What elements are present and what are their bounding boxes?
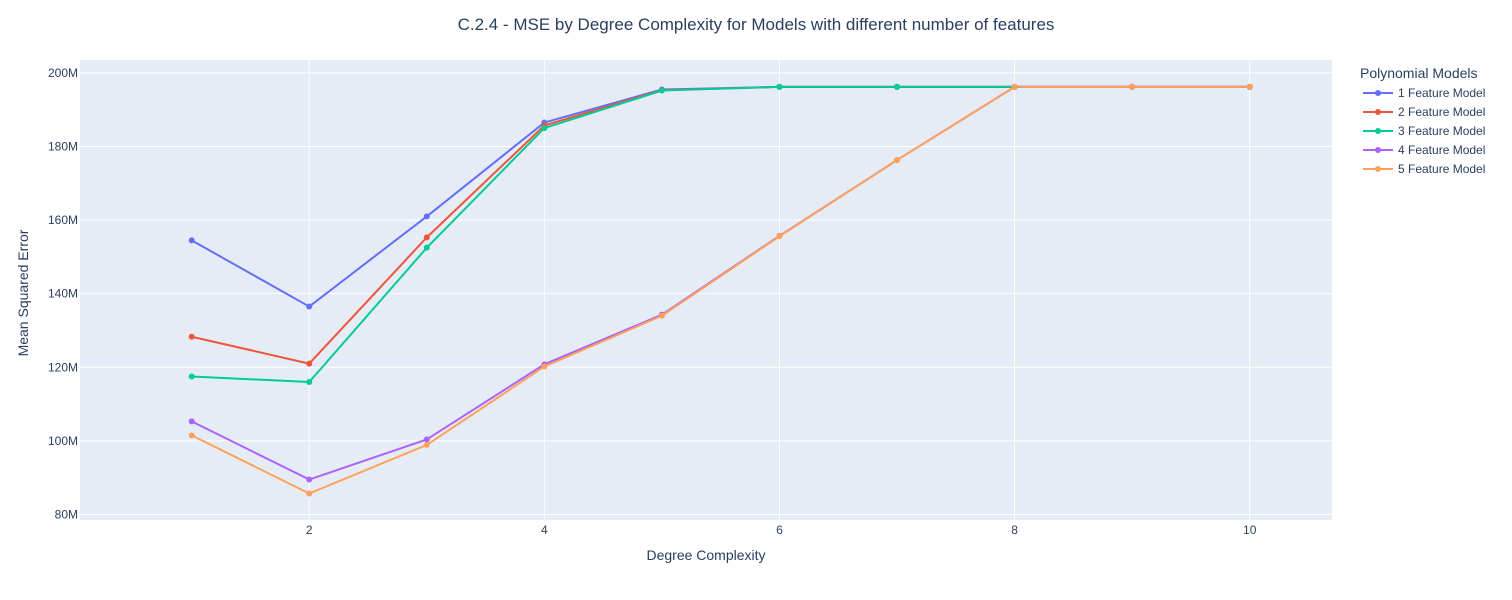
- chart-title: C.2.4 - MSE by Degree Complexity for Mod…: [458, 15, 1055, 34]
- data-point[interactable]: [1011, 83, 1018, 90]
- data-point[interactable]: [894, 157, 901, 164]
- data-point[interactable]: [306, 490, 313, 497]
- data-point[interactable]: [658, 87, 665, 94]
- data-point[interactable]: [423, 234, 430, 241]
- legend-label: 4 Feature Model: [1398, 143, 1485, 157]
- legend-item[interactable]: 3 Feature Model: [1363, 124, 1485, 138]
- legend-label: 5 Feature Model: [1398, 162, 1485, 176]
- x-tick-label: 6: [776, 523, 783, 537]
- data-point[interactable]: [188, 333, 195, 340]
- data-point[interactable]: [306, 360, 313, 367]
- data-point[interactable]: [423, 441, 430, 448]
- series-5: [188, 83, 1253, 497]
- x-tick-label: 2: [306, 523, 313, 537]
- legend-swatch-marker: [1375, 90, 1381, 96]
- data-point[interactable]: [1246, 83, 1253, 90]
- data-point[interactable]: [423, 436, 430, 443]
- grid-lines: [80, 60, 1332, 520]
- legend-swatch-marker: [1375, 166, 1381, 172]
- legend-items[interactable]: 1 Feature Model 2 Feature Model 3 Feature …: [1363, 86, 1485, 176]
- data-point[interactable]: [541, 125, 548, 132]
- series-line: [191, 85, 1250, 495]
- data-point[interactable]: [776, 83, 783, 90]
- series-layer: [188, 83, 1253, 497]
- y-tick-label: 80M: [55, 507, 78, 521]
- y-axis-title: Mean Squared Error: [15, 229, 31, 356]
- data-point[interactable]: [306, 303, 313, 310]
- data-point[interactable]: [776, 233, 783, 240]
- legend-title: Polynomial Models: [1360, 65, 1478, 81]
- data-point[interactable]: [306, 379, 313, 385]
- data-point[interactable]: [1129, 83, 1136, 90]
- legend[interactable]: Polynomial Models 1 Feature Model 2 Featu…: [1360, 65, 1485, 176]
- x-tick-label: 4: [541, 523, 548, 537]
- y-tick-label: 160M: [48, 213, 78, 227]
- data-point[interactable]: [894, 83, 901, 90]
- y-tick-label: 200M: [48, 66, 78, 80]
- legend-item[interactable]: 1 Feature Model: [1363, 86, 1485, 100]
- x-axis-ticks: 2 4 6 8 10: [306, 523, 1257, 537]
- legend-item[interactable]: 4 Feature Model: [1363, 143, 1485, 157]
- data-point[interactable]: [188, 418, 195, 425]
- data-point[interactable]: [541, 363, 548, 370]
- data-point[interactable]: [188, 237, 195, 244]
- legend-item[interactable]: 2 Feature Model: [1363, 105, 1485, 119]
- legend-swatch-marker: [1375, 109, 1381, 115]
- x-tick-label: 8: [1011, 523, 1018, 537]
- legend-label: 2 Feature Model: [1398, 105, 1485, 119]
- data-point[interactable]: [188, 432, 195, 439]
- data-point[interactable]: [423, 213, 430, 220]
- data-point[interactable]: [658, 312, 665, 319]
- legend-swatch-marker: [1375, 128, 1381, 134]
- y-tick-label: 120M: [48, 360, 78, 374]
- legend-item[interactable]: 5 Feature Model: [1363, 162, 1485, 176]
- legend-label: 1 Feature Model: [1398, 86, 1485, 100]
- data-point[interactable]: [306, 476, 313, 483]
- y-axis-ticks: 80M 100M 120M 140M 160M 180M 200M: [48, 66, 78, 522]
- data-point[interactable]: [188, 373, 195, 380]
- legend-swatch-marker: [1375, 147, 1381, 153]
- x-tick-label: 10: [1243, 523, 1257, 537]
- legend-label: 3 Feature Model: [1398, 124, 1485, 138]
- plot-area: [80, 60, 1332, 520]
- data-point[interactable]: [423, 244, 430, 251]
- x-axis-title: Degree Complexity: [646, 547, 765, 563]
- y-tick-label: 140M: [48, 287, 78, 301]
- y-tick-label: 180M: [48, 139, 78, 153]
- y-tick-label: 100M: [48, 434, 78, 448]
